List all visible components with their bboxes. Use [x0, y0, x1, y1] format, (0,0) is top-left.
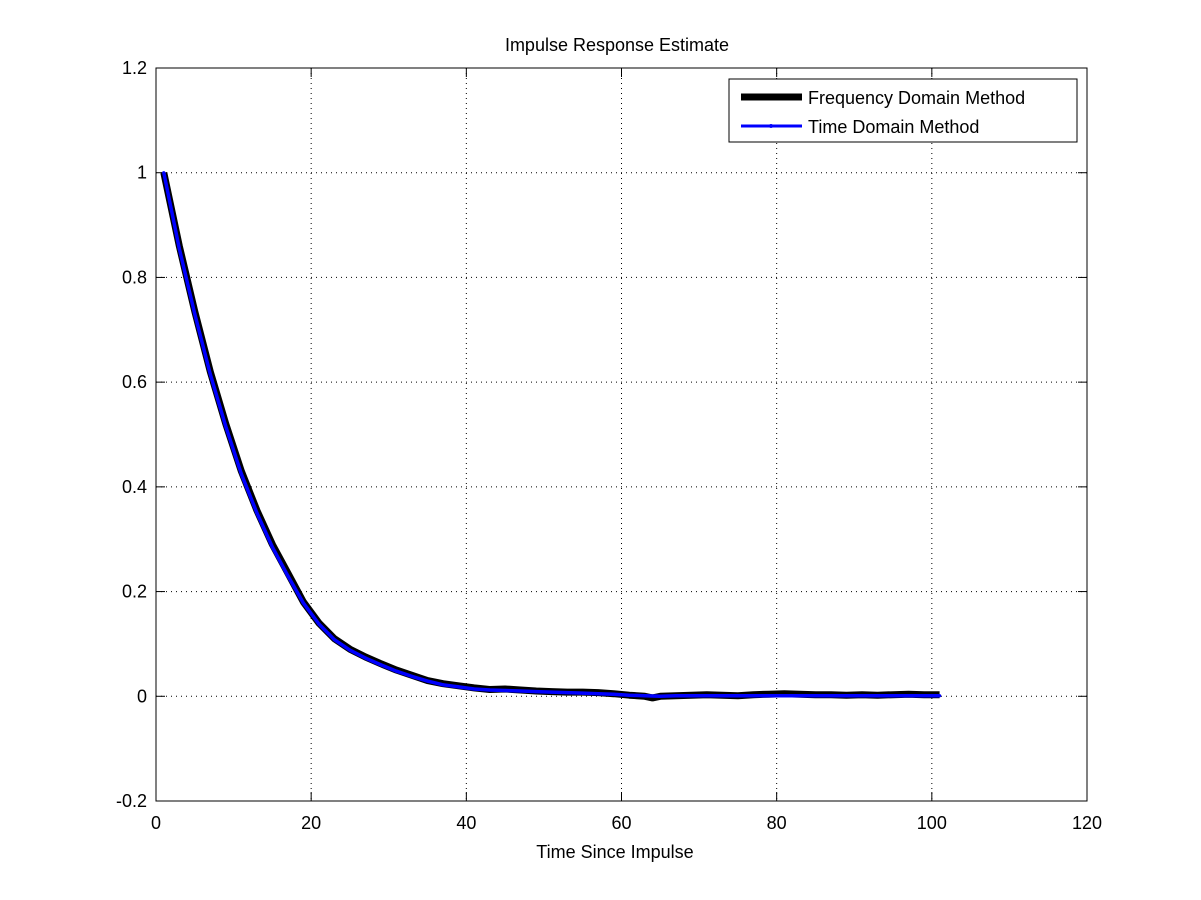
data-point	[425, 679, 430, 683]
data-point	[348, 648, 352, 652]
data-point	[612, 692, 616, 696]
x-tick-label: 80	[767, 813, 787, 833]
data-point	[488, 688, 492, 692]
y-tick-label: 0.4	[122, 477, 147, 497]
data-point	[922, 694, 926, 698]
data-point	[720, 694, 724, 698]
data-point	[270, 545, 274, 549]
x-tick-label: 60	[611, 813, 631, 833]
data-point	[332, 638, 337, 642]
data-point	[782, 694, 787, 698]
data-point	[798, 694, 802, 698]
x-tick-label: 120	[1072, 813, 1102, 833]
data-point	[643, 694, 647, 698]
legend-label-frequency-domain: Frequency Domain Method	[808, 88, 1025, 108]
data-point	[410, 674, 414, 678]
axis-ticks: 0 20 40 60 80 100 120-0.200.20.40.60.811.2	[116, 58, 1102, 833]
data-point	[813, 694, 818, 698]
data-point	[937, 694, 942, 698]
legend-marker-time-domain	[769, 124, 773, 128]
data-point	[767, 694, 771, 698]
data-point	[441, 683, 445, 687]
grid-lines	[156, 68, 1087, 801]
data-point	[875, 694, 880, 698]
data-point	[565, 691, 569, 695]
data-point	[363, 656, 368, 660]
data-point	[736, 694, 740, 698]
data-point	[379, 663, 383, 667]
x-tick-label: 0	[151, 813, 161, 833]
x-tick-label: 20	[301, 813, 321, 833]
series-lines	[160, 171, 942, 702]
x-tick-label: 40	[456, 813, 476, 833]
data-point	[193, 312, 197, 316]
data-point	[456, 685, 461, 689]
data-point	[829, 694, 833, 698]
data-point	[394, 669, 399, 673]
data-point	[689, 694, 693, 698]
x-tick-label: 100	[917, 813, 947, 833]
y-tick-label: 0.6	[122, 372, 147, 392]
series-line-0	[160, 171, 940, 702]
legend-label-time-domain: Time Domain Method	[808, 117, 979, 137]
data-point	[860, 694, 864, 698]
y-tick-label: 0.2	[122, 582, 147, 602]
data-point	[751, 694, 755, 698]
data-point	[581, 691, 585, 695]
data-point	[177, 247, 181, 251]
data-point	[550, 690, 554, 694]
data-point	[658, 694, 662, 698]
legend-box	[728, 78, 1078, 143]
data-point	[674, 694, 678, 698]
data-point	[224, 425, 228, 429]
data-point	[208, 372, 212, 376]
data-point	[627, 693, 631, 697]
data-point	[162, 171, 166, 175]
chart-title: Impulse Response Estimate	[505, 35, 729, 55]
data-point	[255, 511, 259, 515]
data-point	[301, 601, 306, 605]
y-tick-label: 0	[137, 686, 147, 706]
y-tick-label: 1	[137, 163, 147, 183]
x-axis-label: Time Since Impulse	[536, 842, 693, 862]
y-tick-label: 1.2	[122, 58, 147, 78]
data-point	[844, 694, 849, 698]
data-point	[906, 694, 911, 698]
y-tick-label: 0.8	[122, 267, 147, 287]
data-point	[705, 694, 709, 698]
data-point	[891, 694, 895, 698]
data-point	[534, 689, 538, 694]
data-point	[239, 472, 243, 476]
data-point	[286, 574, 290, 578]
data-point	[519, 689, 523, 693]
data-point	[596, 692, 600, 696]
data-point	[503, 688, 507, 693]
y-tick-label: -0.2	[116, 791, 147, 811]
data-point	[317, 622, 321, 626]
data-point	[472, 687, 476, 691]
legend: Frequency Domain Method Time Domain Meth…	[728, 78, 1078, 143]
series-line-1	[162, 172, 940, 699]
